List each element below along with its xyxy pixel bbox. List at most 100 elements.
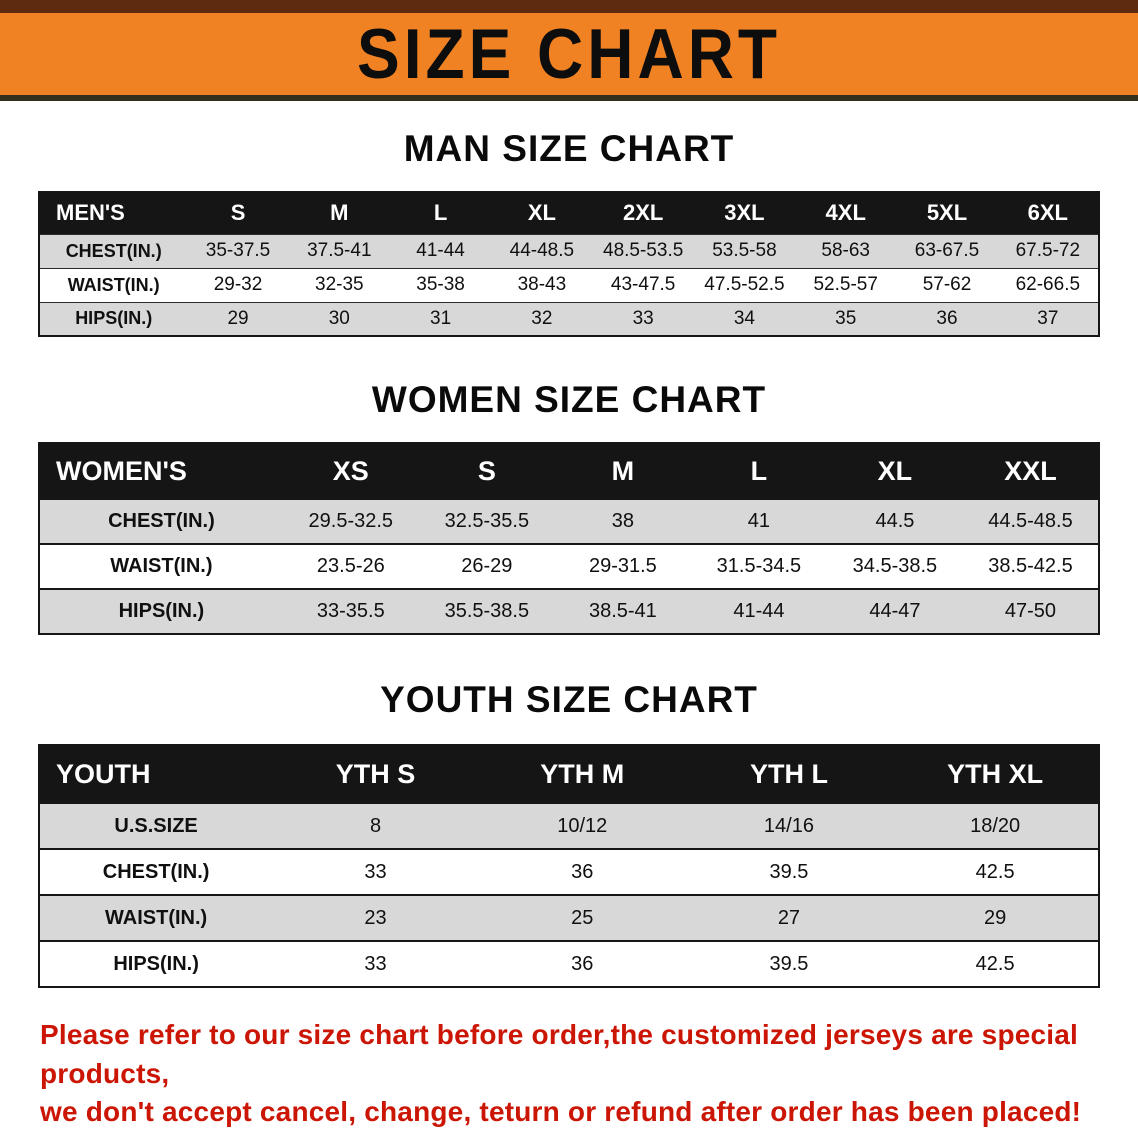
size-value-cell: 38	[554, 498, 691, 544]
size-value-cell: 35-38	[389, 267, 492, 302]
size-value-cell: 26-29	[418, 543, 555, 589]
size-column-header: S	[418, 443, 555, 499]
youth-table-header-row: YOUTH YTH S YTH M YTH L YTH XL	[39, 745, 1099, 803]
size-value-cell: 35-37.5	[187, 233, 289, 268]
row-label: HIPS(IN.)	[39, 588, 283, 634]
size-value-cell: 37.5-41	[288, 233, 390, 268]
size-value-cell: 36	[478, 848, 686, 895]
size-column-header: L	[389, 192, 492, 234]
row-label: CHEST(IN.)	[39, 233, 188, 268]
women-size-chart-title: WOMEN SIZE CHART	[371, 379, 767, 420]
size-column-header: XL	[826, 443, 963, 499]
size-column-header: XS	[282, 443, 419, 499]
size-value-cell: 44-48.5	[491, 233, 593, 268]
row-label: HIPS(IN.)	[39, 301, 188, 336]
size-value-cell: 8	[272, 802, 479, 849]
size-value-cell: 58-63	[795, 233, 897, 268]
size-value-cell: 53.5-58	[693, 233, 796, 268]
women-table-corner-label: WOMEN'S	[39, 443, 283, 499]
table-row: U.S.SIZE 8 10/12 14/16 18/20	[39, 802, 1099, 849]
row-label: WAIST(IN.)	[39, 543, 283, 589]
size-value-cell: 39.5	[685, 940, 893, 987]
size-column-header: M	[288, 192, 390, 234]
table-row: CHEST(IN.) 33 36 39.5 42.5	[39, 848, 1099, 895]
youth-size-table: YOUTH YTH S YTH M YTH L YTH XL U.S.SIZE 8 10/12…	[38, 744, 1100, 988]
size-value-cell: 42.5	[892, 848, 1099, 895]
size-value-cell: 47.5-52.5	[693, 267, 796, 302]
youth-table-corner-label: YOUTH	[39, 745, 273, 803]
size-value-cell: 37	[997, 301, 1099, 336]
table-row: HIPS(IN.) 33-35.5 35.5-38.5 38.5-41 41-44 44-…	[39, 588, 1099, 634]
size-column-header: 5XL	[896, 192, 998, 234]
size-value-cell: 44.5-48.5	[962, 498, 1099, 544]
table-row: HIPS(IN.) 33 36 39.5 42.5	[39, 940, 1099, 987]
size-value-cell: 57-62	[896, 267, 998, 302]
size-value-cell: 47-50	[962, 588, 1099, 634]
size-value-cell: 35	[795, 301, 897, 336]
size-value-cell: 33	[592, 301, 694, 336]
row-label: U.S.SIZE	[39, 802, 273, 849]
size-value-cell: 34.5-38.5	[826, 543, 963, 589]
size-value-cell: 18/20	[892, 802, 1099, 849]
table-row: WAIST(IN.) 23 25 27 29	[39, 894, 1099, 941]
row-label: WAIST(IN.)	[39, 267, 188, 302]
size-value-cell: 44.5	[826, 498, 963, 544]
size-column-header: S	[187, 192, 289, 234]
size-value-cell: 67.5-72	[997, 233, 1099, 268]
row-label: CHEST(IN.)	[39, 848, 273, 895]
size-value-cell: 41	[690, 498, 827, 544]
size-value-cell: 48.5-53.5	[592, 233, 694, 268]
size-value-cell: 31	[389, 301, 492, 336]
size-column-header: 6XL	[997, 192, 1099, 234]
size-value-cell: 38.5-42.5	[962, 543, 1099, 589]
size-value-cell: 23	[272, 894, 479, 941]
size-value-cell: 62-66.5	[997, 267, 1099, 302]
size-value-cell: 36	[478, 940, 686, 987]
size-value-cell: 32-35	[288, 267, 390, 302]
disclaimer-line-1: Please refer to our size chart before or…	[40, 1019, 1079, 1089]
table-row: WAIST(IN.) 29-32 32-35 35-38 38-43 43-47.5 47.…	[39, 267, 1099, 302]
size-value-cell: 44-47	[826, 588, 963, 634]
size-value-cell: 33	[272, 848, 479, 895]
size-value-cell: 32.5-35.5	[418, 498, 555, 544]
table-row: HIPS(IN.) 29 30 31 32 33 34 35 36 37	[39, 301, 1099, 336]
section-women-size-chart: WOMEN SIZE CHART WOMEN'S XS S M L XL XXL CHEST(…	[0, 379, 1138, 635]
size-value-cell: 35.5-38.5	[418, 588, 555, 634]
size-column-header: 2XL	[592, 192, 694, 234]
size-value-cell: 10/12	[478, 802, 686, 849]
size-value-cell: 27	[685, 894, 893, 941]
size-column-header: L	[690, 443, 827, 499]
size-value-cell: 29.5-32.5	[282, 498, 419, 544]
size-value-cell: 38-43	[491, 267, 593, 302]
size-value-cell: 33-35.5	[282, 588, 419, 634]
size-column-header: 4XL	[795, 192, 897, 234]
size-value-cell: 41-44	[389, 233, 492, 268]
size-column-header: YTH M	[478, 745, 686, 803]
page-title: SIZE CHART	[357, 14, 781, 94]
size-value-cell: 29-31.5	[554, 543, 691, 589]
women-size-table: WOMEN'S XS S M L XL XXL CHEST(IN.) 29.5-32.5 32.5…	[38, 442, 1100, 635]
row-label: WAIST(IN.)	[39, 894, 273, 941]
size-value-cell: 25	[478, 894, 686, 941]
men-table-corner-label: MEN'S	[39, 192, 188, 234]
size-column-header: YTH XL	[892, 745, 1099, 803]
disclaimer: Please refer to our size chart before or…	[40, 1016, 1138, 1132]
size-value-cell: 41-44	[690, 588, 827, 634]
size-value-cell: 38.5-41	[554, 588, 691, 634]
section-youth-size-chart: YOUTH SIZE CHART YOUTH YTH S YTH M YTH L YTH…	[0, 679, 1138, 988]
size-column-header: M	[554, 443, 691, 499]
size-value-cell: 36	[896, 301, 998, 336]
table-row: WAIST(IN.) 23.5-26 26-29 29-31.5 31.5-34.5 34…	[39, 543, 1099, 589]
size-value-cell: 33	[272, 940, 479, 987]
size-column-header: 3XL	[693, 192, 796, 234]
size-value-cell: 29	[187, 301, 289, 336]
row-label: CHEST(IN.)	[39, 498, 283, 544]
charts-area: MAN SIZE CHART MEN'S S M L XL 2XL 3XL 4XL 5XL 6XL…	[0, 128, 1138, 1132]
table-row: CHEST(IN.) 29.5-32.5 32.5-35.5 38 41 44.5 44.5…	[39, 498, 1099, 544]
disclaimer-line-2: we don't accept cancel, change, teturn o…	[40, 1096, 1082, 1128]
size-value-cell: 39.5	[685, 848, 893, 895]
youth-size-chart-title: YOUTH SIZE CHART	[380, 679, 758, 720]
size-value-cell: 32	[491, 301, 593, 336]
row-label: HIPS(IN.)	[39, 940, 273, 987]
